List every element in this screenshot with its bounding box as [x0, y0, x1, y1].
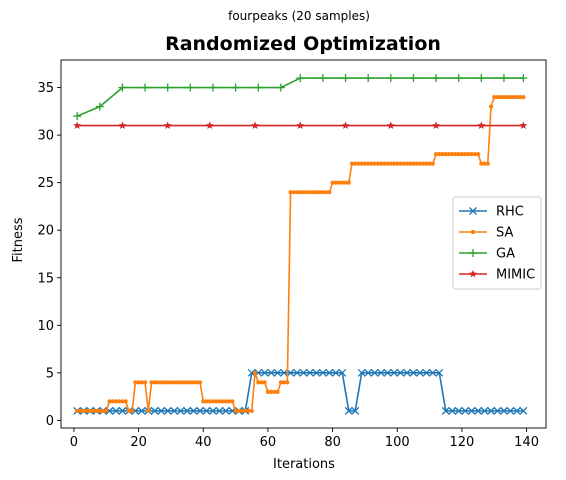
legend-label-rhc: RHC — [496, 205, 524, 220]
data-point-sa — [285, 380, 289, 384]
data-point-sa — [253, 371, 257, 375]
x-tick-label: 80 — [324, 435, 341, 450]
data-point-sa — [146, 409, 150, 413]
y-axis-label: Fitness — [11, 217, 26, 262]
data-point-sa — [143, 380, 147, 384]
x-axis-ticks: 0 20 40 60 80 100 120 140 — [70, 428, 539, 450]
data-point-sa — [489, 104, 493, 108]
data-point-sa — [250, 409, 254, 413]
data-point-sa — [476, 152, 480, 156]
y-axis-ticks: 0 5 10 15 20 25 30 35 — [37, 81, 61, 429]
data-point-sa — [347, 181, 351, 185]
y-tick-label: 35 — [37, 81, 54, 96]
y-tick-label: 5 — [46, 366, 54, 381]
legend: RHC SA GA MIMIC — [453, 197, 541, 289]
x-tick-label: 20 — [130, 435, 147, 450]
data-point-sa — [230, 399, 234, 403]
x-tick-label: 40 — [195, 435, 212, 450]
data-point-sa — [327, 190, 331, 194]
y-tick-label: 15 — [37, 271, 54, 286]
data-point-sa — [521, 95, 525, 99]
data-point-sa — [104, 409, 108, 413]
legend-label-ga: GA — [496, 247, 515, 262]
y-tick-label: 10 — [37, 319, 54, 334]
data-point-sa — [124, 399, 128, 403]
data-point-sa — [431, 162, 435, 166]
data-point-sa — [198, 380, 202, 384]
legend-label-sa: SA — [496, 226, 513, 241]
x-tick-label: 140 — [514, 435, 539, 450]
chart-title: Randomized Optimization — [165, 33, 441, 55]
x-tick-label: 100 — [385, 435, 410, 450]
legend-label-mimic: MIMIC — [496, 268, 535, 283]
x-tick-label: 120 — [450, 435, 475, 450]
x-tick-label: 60 — [260, 435, 277, 450]
y-tick-label: 20 — [37, 224, 54, 239]
data-point-sa — [486, 162, 490, 166]
data-point-sa — [263, 380, 267, 384]
y-tick-label: 25 — [37, 176, 54, 191]
x-axis-label: Iterations — [273, 457, 335, 472]
x-tick-label: 0 — [70, 435, 78, 450]
data-point-sa — [276, 390, 280, 394]
chart-suptitle: fourpeaks (20 samples) — [228, 9, 370, 23]
y-tick-label: 0 — [46, 414, 54, 429]
y-tick-label: 30 — [37, 129, 54, 144]
data-point-sa — [130, 409, 134, 413]
legend-marker-sa — [471, 230, 475, 234]
